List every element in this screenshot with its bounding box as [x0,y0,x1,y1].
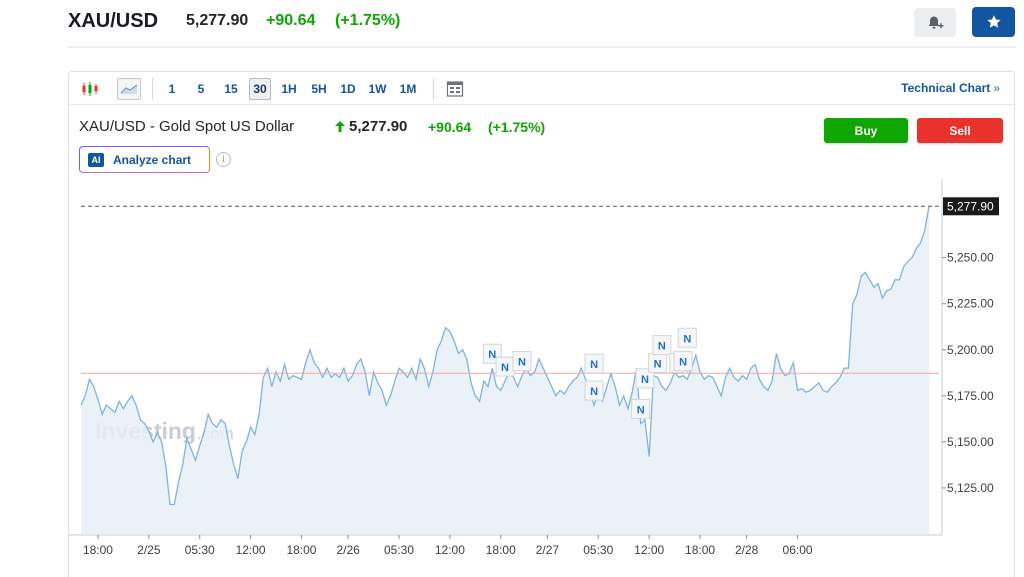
y-tick-label: 5,250.00 [947,251,994,265]
x-tick-label: 12:00 [634,543,664,557]
x-tick-label: 2/28 [735,543,759,557]
news-marker[interactable]: N [512,351,532,372]
x-tick-label: 06:00 [783,543,813,557]
news-marker[interactable]: N [677,327,697,348]
y-tick-label: 5,175.00 [947,389,994,403]
news-marker-label: N [641,374,649,386]
timeframe-5h[interactable]: 5H [311,82,327,96]
news-marker-box[interactable] [584,380,604,401]
news-marker[interactable]: N [495,356,515,377]
header-divider [68,46,1016,48]
news-marker[interactable]: N [584,380,604,401]
arrow-up-icon [335,121,345,132]
chart-toolbar: 1 5 15 30 1H 5H 1D 1W 1M Technical Chart… [69,72,1014,105]
area-chart-icon[interactable] [117,78,141,100]
timeframe-30[interactable]: 30 [249,78,271,100]
instrument-change-percent: (+1.75%) [488,119,546,135]
sell-button[interactable]: Sell [917,118,1003,143]
timeframe-1w[interactable]: 1W [368,82,387,96]
chevron-right-icon: » [993,81,1000,95]
x-tick-label: 2/26 [336,543,360,557]
news-marker-box[interactable] [635,368,655,389]
news-marker[interactable]: N [673,351,693,372]
price-area [81,206,929,535]
news-marker-label: N [501,362,509,374]
buy-button[interactable]: Buy [824,118,908,143]
news-marker[interactable]: N [631,398,651,419]
header-price: 5,277.90 [186,12,249,29]
news-marker-label: N [679,357,687,369]
star-icon [986,15,1001,28]
instrument-price: 5,277.90 [349,118,408,135]
y-tick-label: 5,200.00 [947,343,994,357]
news-marker-label: N [658,341,666,353]
x-tick-label: 05:30 [583,543,613,557]
chart-panel: 1 5 15 30 1H 5H 1D 1W 1M Technical Chart… [68,71,1015,577]
news-marker-label: N [488,349,496,361]
timeframe-1[interactable]: 1 [168,82,176,96]
calendar-icon[interactable] [444,78,466,100]
add-to-watchlist-button[interactable] [972,7,1015,37]
news-marker-label: N [637,404,645,416]
chart-area: Investing.com5,125.005,150.005,175.005,2… [69,179,999,557]
info-icon[interactable]: i [216,152,231,167]
x-tick-label: 2/27 [536,543,560,557]
news-marker-label: N [590,386,598,398]
news-marker[interactable]: N [584,353,604,374]
x-tick-label: 12:00 [236,543,266,557]
last-price-label: 5,277.90 [947,199,994,213]
x-tick-label: 12:00 [435,543,465,557]
news-marker-label: N [683,333,691,345]
instrument-header: XAU/USD 5,277.90 +90.64 (+1.75%) [0,0,1024,48]
analyze-chart-button[interactable]: AI Analyze chart [79,146,210,173]
x-tick-label: 18:00 [286,543,316,557]
ai-badge-icon: AI [88,152,104,167]
header-change-percent: (+1.75%) [335,12,401,29]
x-tick-label: 18:00 [685,543,715,557]
toolbar-divider [433,78,434,100]
news-marker[interactable]: N [652,335,672,356]
timeframe-1h[interactable]: 1H [281,82,297,96]
news-marker-box[interactable] [652,335,672,356]
technical-chart-label: Technical Chart [901,81,991,95]
add-alert-button[interactable] [914,8,956,37]
toolbar-divider [152,78,153,100]
news-marker-box[interactable] [584,353,604,374]
candlestick-icon[interactable] [79,78,101,100]
x-tick-label: 18:00 [83,543,113,557]
bell-plus-icon [928,16,944,29]
news-marker-box[interactable] [512,351,532,372]
news-marker-label: N [654,358,662,370]
x-tick-label: 18:00 [486,543,516,557]
news-marker[interactable]: N [635,368,655,389]
instrument-change: +90.64 [428,119,472,135]
header-symbol: XAU/USD [68,10,159,32]
last-price-badge [943,197,999,216]
timeframe-5[interactable]: 5 [197,82,205,96]
analyze-chart-label: Analyze chart [113,152,192,167]
timeframe-1d[interactable]: 1D [340,82,356,96]
header-change: +90.64 [266,12,316,29]
x-tick-label: 2/25 [137,543,161,557]
y-tick-label: 5,125.00 [947,481,994,495]
x-tick-label: 05:30 [185,543,215,557]
timeframe-15[interactable]: 15 [224,82,238,96]
instrument-title: XAU/USD - Gold Spot US Dollar [79,118,295,135]
y-tick-label: 5,150.00 [947,435,994,449]
price-line [80,206,930,506]
timeframe-1m[interactable]: 1M [399,82,417,96]
news-marker[interactable]: N [648,352,668,373]
news-marker-label: N [590,359,598,371]
technical-chart-link[interactable]: Technical Chart» [901,81,1000,95]
news-marker-box[interactable] [673,351,693,372]
news-marker-label: N [518,357,526,369]
y-tick-label: 5,225.00 [947,297,994,311]
price-chart[interactable]: Investing.com5,125.005,150.005,175.005,2… [69,72,1014,577]
x-tick-label: 05:30 [384,543,414,557]
news-marker-box[interactable] [631,398,651,419]
news-marker-box[interactable] [677,327,697,348]
